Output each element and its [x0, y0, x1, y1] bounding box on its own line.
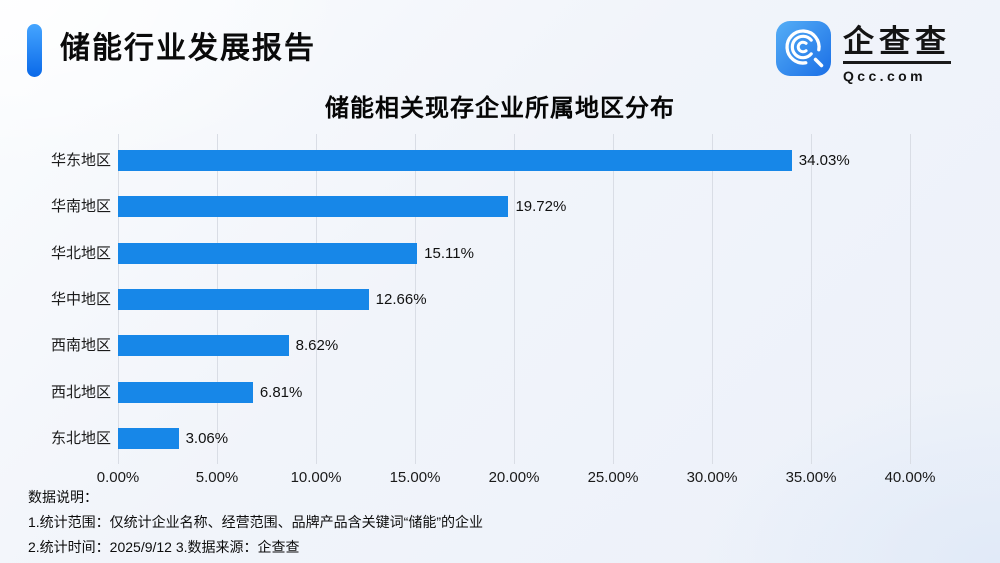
value-label: 19.72% — [515, 198, 567, 216]
x-tick-label: 30.00% — [686, 469, 738, 486]
notes-line1: 1.统计范围：仅统计企业名称、经营范围、品牌产品含关键词“储能”的企业 — [28, 514, 483, 530]
title-accent-bar — [27, 24, 42, 77]
bar — [118, 150, 792, 171]
x-tick-label: 40.00% — [884, 469, 936, 486]
x-tick-label: 0.00% — [96, 469, 140, 486]
gridline — [712, 134, 713, 464]
qcc-logo-text: 企查查 — [843, 26, 951, 64]
bar — [118, 335, 289, 357]
category-label: 西南地区 — [50, 337, 111, 355]
x-tick-label: 35.00% — [785, 469, 837, 486]
x-tick-label: 20.00% — [488, 469, 540, 486]
category-label: 西北地区 — [50, 383, 111, 401]
category-label: 华北地区 — [50, 244, 111, 262]
bar — [118, 242, 418, 264]
notes-heading: 数据说明： — [28, 489, 98, 505]
category-label: 华中地区 — [50, 290, 111, 308]
chart-title: 储能相关现存企业所属地区分布 — [325, 95, 675, 122]
bar — [118, 196, 509, 218]
gridline — [910, 134, 911, 464]
x-tick-label: 5.00% — [195, 469, 239, 486]
value-label: 15.11% — [424, 244, 474, 262]
value-label: 6.81% — [259, 383, 303, 401]
bar — [118, 288, 369, 310]
qcc-logo-domain: Qcc.com — [843, 68, 926, 84]
bar — [118, 381, 253, 403]
gridline — [613, 134, 614, 464]
notes-line2: 2.统计时间：2025/9/12 3.数据来源：企查查 — [28, 539, 300, 555]
gridline — [514, 134, 515, 464]
report-title: 储能行业发展报告 — [60, 32, 316, 65]
bar — [118, 427, 179, 449]
category-label: 东北地区 — [50, 429, 111, 447]
value-label: 8.62% — [295, 337, 339, 355]
x-tick-label: 10.00% — [290, 469, 342, 486]
value-label: 12.66% — [375, 290, 427, 308]
category-label: 华东地区 — [50, 152, 111, 169]
category-label: 华南地区 — [50, 198, 111, 216]
x-tick-label: 15.00% — [389, 469, 441, 486]
qcc-logo-text-block: 企查查 Qcc.com — [843, 26, 951, 84]
gridline — [811, 134, 812, 464]
qcc-logo-icon-svg — [776, 21, 831, 76]
qcc-logo-icon — [775, 20, 832, 77]
value-label: 3.06% — [185, 429, 229, 447]
x-tick-label: 25.00% — [587, 469, 639, 486]
value-label: 34.03% — [798, 152, 850, 169]
gridline — [415, 134, 416, 464]
